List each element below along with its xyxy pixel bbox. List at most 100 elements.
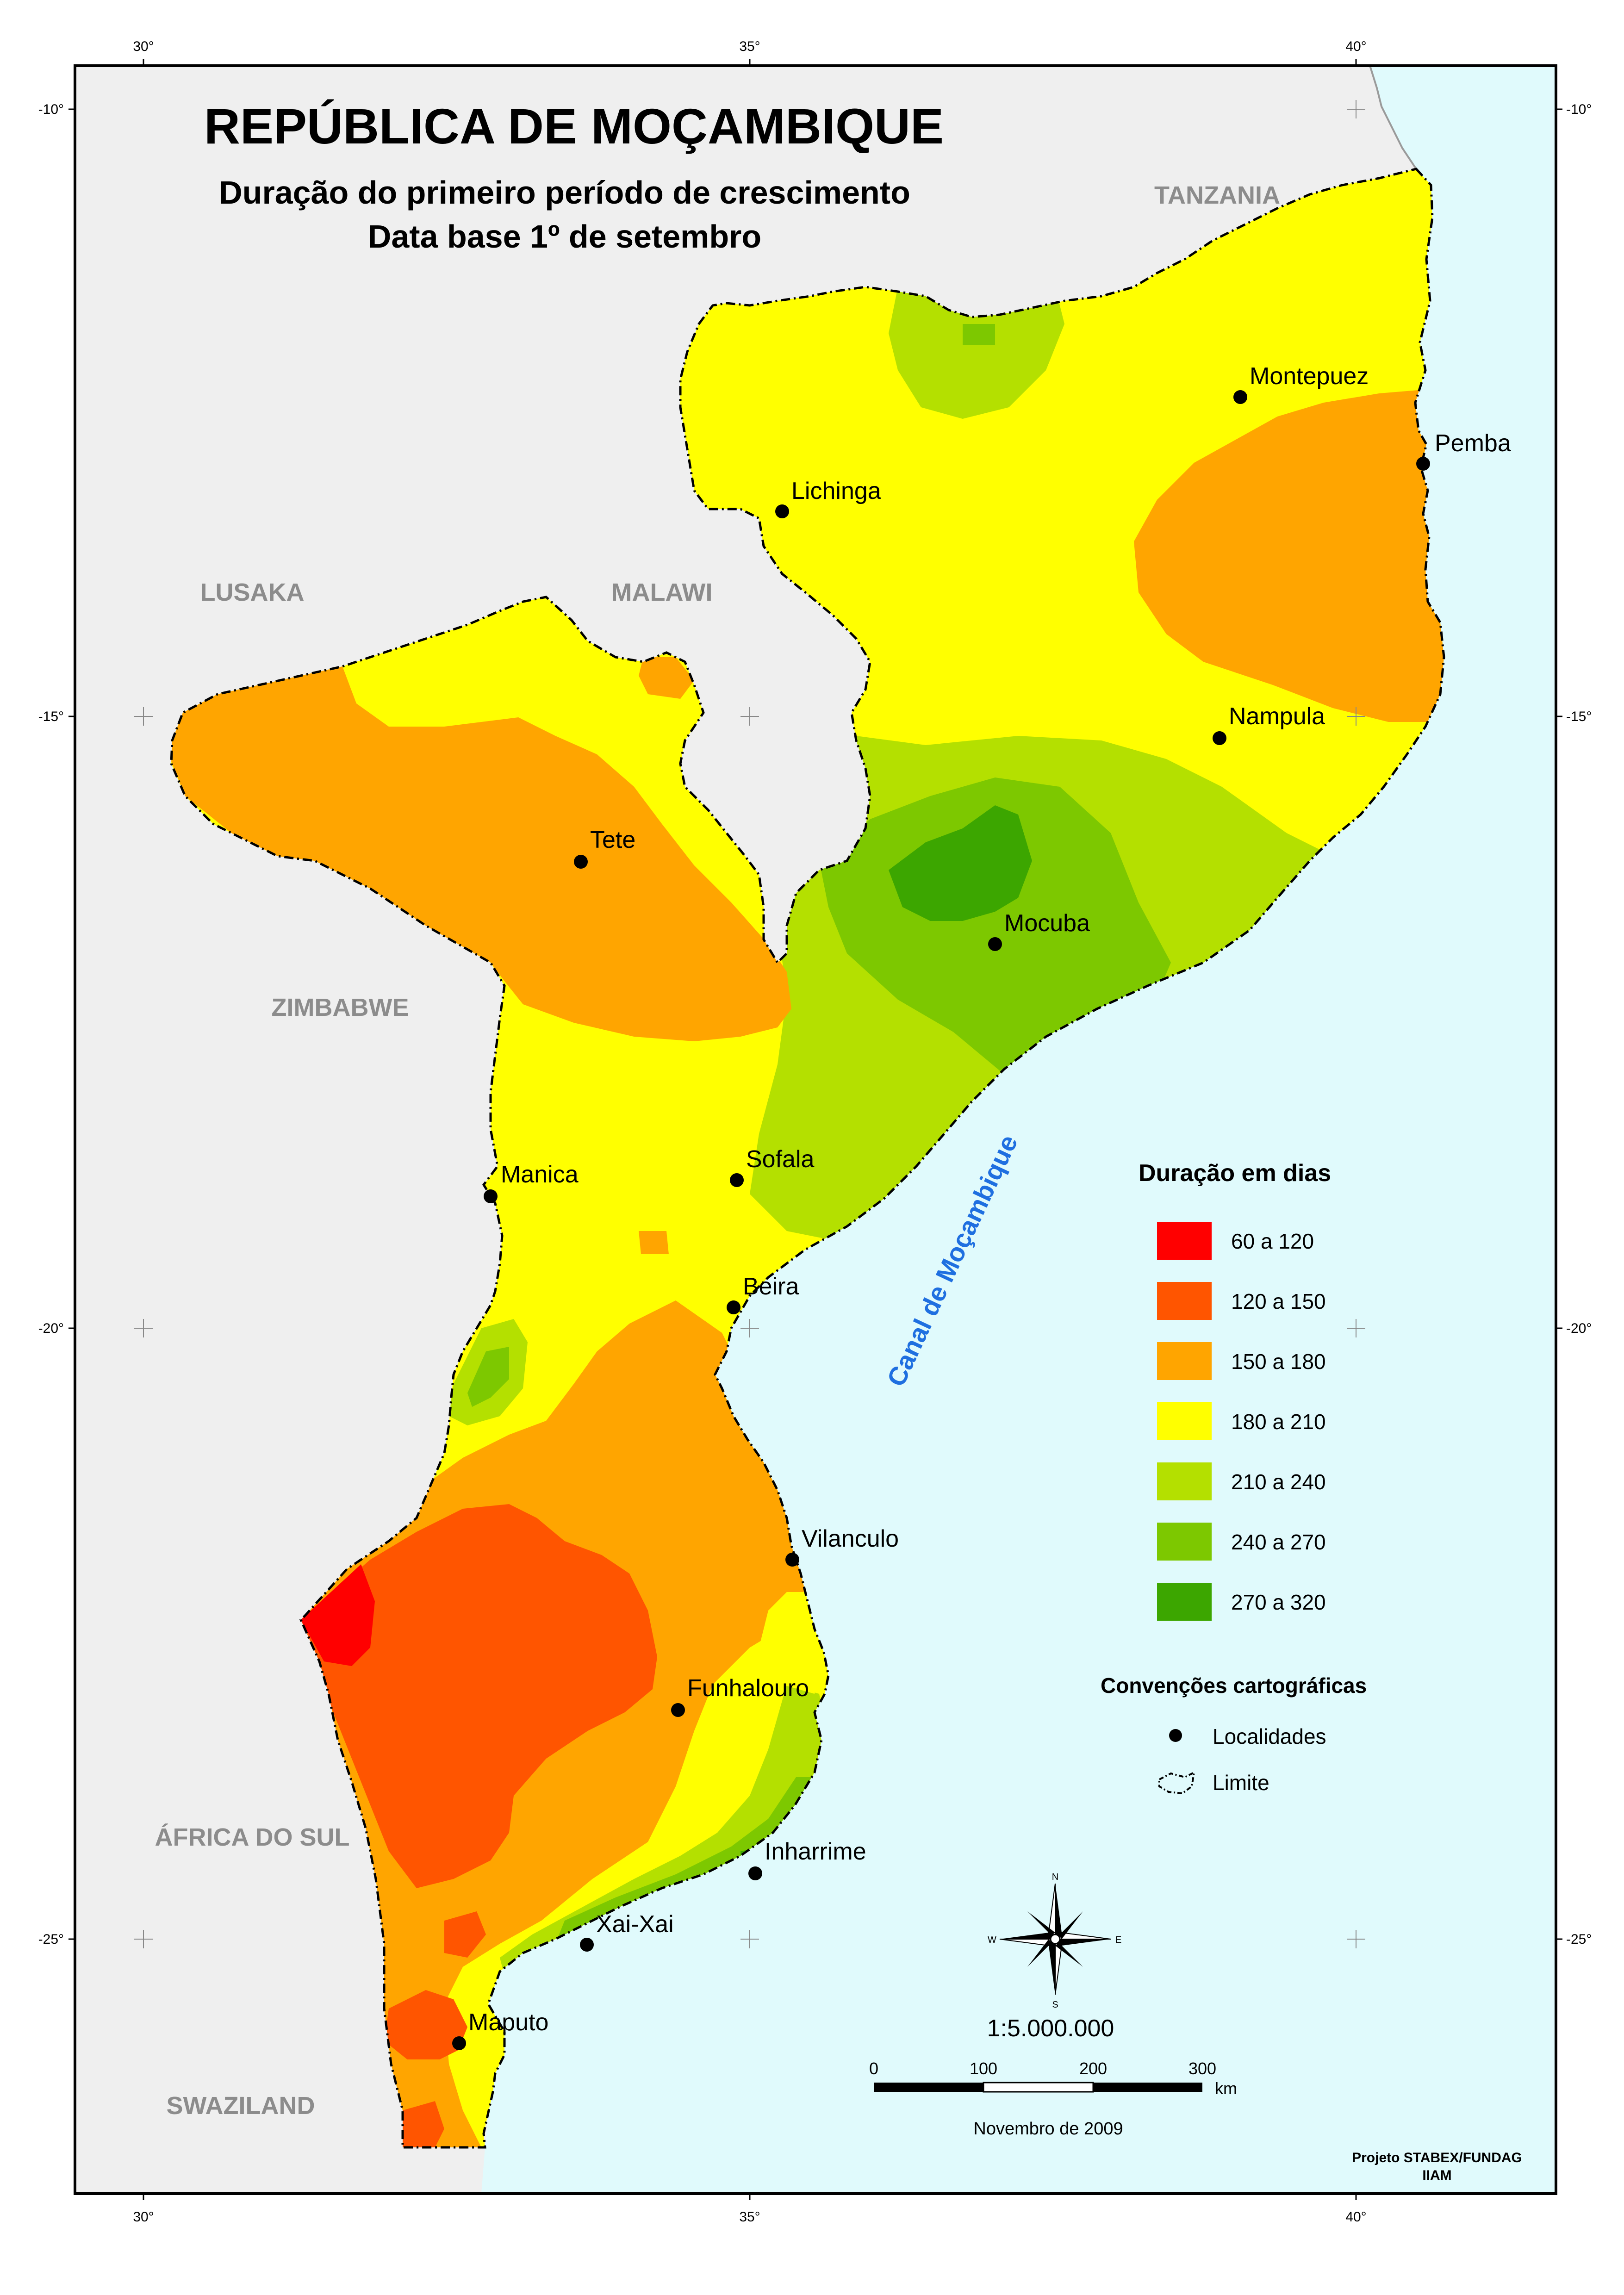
svg-text:Mocuba: Mocuba — [1004, 910, 1090, 937]
sea-area — [481, 66, 1556, 2194]
city-nampula: Nampula — [1213, 703, 1325, 745]
zone-210-240-north — [889, 287, 1064, 419]
legend-class-5: 240 a 270 — [1157, 1523, 1326, 1561]
compass-n: N — [1052, 1872, 1058, 1882]
svg-text:Xai-Xai: Xai-Xai — [596, 1911, 674, 1938]
city-xai-xai: Xai-Xai — [580, 1911, 674, 1952]
scale-tick-200: 200 — [1079, 2059, 1107, 2078]
lat-left-15: -15° — [38, 709, 64, 724]
compass-rose-icon: N S E W — [988, 1872, 1121, 2010]
svg-text:120 a 150: 120 a 150 — [1231, 1289, 1326, 1313]
city-pemba: Pemba — [1416, 430, 1511, 471]
coastline-tanzania — [1369, 66, 1417, 170]
city-vilanculo: Vilanculo — [785, 1525, 899, 1567]
title-line2: Data base 1º de setembro — [368, 218, 761, 255]
svg-text:Beira: Beira — [743, 1273, 799, 1300]
svg-text:Sofala: Sofala — [746, 1146, 815, 1173]
svg-text:Funhalouro: Funhalouro — [687, 1675, 809, 1702]
zone-150-180-north — [1134, 389, 1444, 722]
cities: Montepuez Pemba Lichinga Nampula Tete Mo… — [452, 363, 1511, 2050]
zone-150-180-tete — [171, 666, 791, 1041]
conventions-title: Convenções cartográficas — [1101, 1673, 1367, 1698]
legend-swatch — [1157, 1523, 1212, 1561]
legend-swatch — [1157, 1462, 1212, 1500]
zone-120-150-south — [301, 1504, 657, 1888]
compass-e: E — [1115, 1935, 1121, 1945]
graticule-crosses — [134, 100, 1365, 1948]
legend-class-0: 60 a 120 — [1157, 1222, 1314, 1260]
legend-class-6: 270 a 320 — [1157, 1583, 1326, 1621]
credit-line1: Projeto STABEX/FUNDAG — [1352, 2150, 1522, 2165]
zone-120-150-maputo — [384, 1990, 467, 2059]
compass-s: S — [1052, 2000, 1058, 2010]
city-manica: Manica — [484, 1161, 579, 1203]
scale-tick-0: 0 — [869, 2059, 878, 2078]
city-maputo: Maputo — [452, 2009, 548, 2050]
lat-right-25: -25° — [1566, 1932, 1592, 1947]
svg-text:Tete: Tete — [590, 827, 635, 853]
graticule-labels: 30° 35° 40° 30° 35° 40° -10° -15° -20° -… — [38, 39, 1592, 2225]
country-lusaka: LUSAKA — [200, 578, 305, 606]
city-sofala: Sofala — [730, 1146, 815, 1187]
compass-w: W — [988, 1935, 996, 1945]
city-tete: Tete — [574, 827, 635, 869]
zone-150-180-maputo-south — [403, 2101, 444, 2147]
limite-label: Limite — [1213, 1771, 1269, 1795]
svg-text:210 a 240: 210 a 240 — [1231, 1470, 1326, 1494]
legend-swatch — [1157, 1222, 1212, 1260]
legend-class-4: 210 a 240 — [1157, 1462, 1326, 1500]
zone-150-180-sofala-islet — [639, 1231, 669, 1254]
svg-text:Manica: Manica — [501, 1161, 579, 1188]
svg-text:270 a 320: 270 a 320 — [1231, 1590, 1326, 1614]
lat-left-25: -25° — [38, 1932, 64, 1947]
map-title: REPÚBLICA DE MOÇAMBIQUE Duração do prime… — [204, 98, 944, 255]
legend-swatch — [1157, 1282, 1212, 1320]
lat-left-10: -10° — [38, 102, 64, 117]
city-inharrime: Inharrime — [748, 1838, 866, 1880]
zone-240-270-central — [819, 777, 1171, 1078]
credit-line2: IIAM — [1422, 2168, 1451, 2183]
localidades-symbol — [1169, 1729, 1182, 1742]
country-malawi: MALAWI — [611, 578, 713, 606]
legend-swatch — [1157, 1342, 1212, 1380]
city-lichinga: Lichinga — [775, 478, 881, 518]
scale-ratio: 1:5.000.000 — [987, 2015, 1114, 2042]
country-zimbabwe: ZIMBABWE — [272, 994, 409, 1021]
limite-symbol — [1158, 1771, 1195, 1795]
zone-240-270-south-coast — [555, 1777, 824, 1944]
svg-text:Vilanculo: Vilanculo — [802, 1525, 899, 1552]
zone-270-320-central — [889, 805, 1032, 921]
city-funhalouro: Funhalouro — [671, 1675, 809, 1717]
lat-left-20: -20° — [38, 1321, 64, 1336]
svg-text:Inharrime: Inharrime — [765, 1838, 866, 1865]
frame-ticks — [68, 59, 1562, 2200]
legend-class-1: 120 a 150 — [1157, 1282, 1326, 1320]
svg-text:180 a 210: 180 a 210 — [1231, 1410, 1326, 1434]
title-main: REPÚBLICA DE MOÇAMBIQUE — [204, 98, 944, 154]
lat-right-20: -20° — [1566, 1321, 1592, 1336]
legend-class-3: 180 a 210 — [1157, 1402, 1326, 1440]
scale-bar: 1:5.000.000 0 100 200 300 km Novembro de… — [869, 2015, 1237, 2139]
zone-240-270-north — [963, 324, 995, 345]
map-frame — [74, 64, 1557, 2195]
lon-bottom-35: 35° — [739, 2209, 760, 2225]
svg-text:60 a 120: 60 a 120 — [1231, 1229, 1314, 1253]
lon-top-35: 35° — [739, 39, 760, 54]
legend-swatch — [1157, 1583, 1212, 1621]
localidades-label: Localidades — [1213, 1724, 1326, 1748]
country-swaziland: SWAZILAND — [167, 2092, 315, 2120]
svg-text:Pemba: Pemba — [1435, 430, 1511, 457]
zone-120-150-islet — [444, 1911, 486, 1958]
svg-text:150 a 180: 150 a 180 — [1231, 1350, 1326, 1374]
svg-text:Montepuez: Montepuez — [1250, 363, 1369, 390]
zone-150-180-tete-islet — [639, 657, 694, 699]
legend-class-2: 150 a 180 — [1157, 1342, 1326, 1380]
svg-text:240 a 270: 240 a 270 — [1231, 1530, 1326, 1554]
credit: Projeto STABEX/FUNDAG IIAM — [1352, 2150, 1522, 2183]
legend-swatch — [1157, 1402, 1212, 1440]
lon-bottom-30: 30° — [133, 2209, 154, 2225]
lat-right-15: -15° — [1566, 709, 1592, 724]
zone-180-210-vilanculo — [759, 1592, 824, 1694]
country-labels: TANZANIA LUSAKA MALAWI ZIMBABWE ÁFRICA D… — [155, 181, 1280, 2120]
